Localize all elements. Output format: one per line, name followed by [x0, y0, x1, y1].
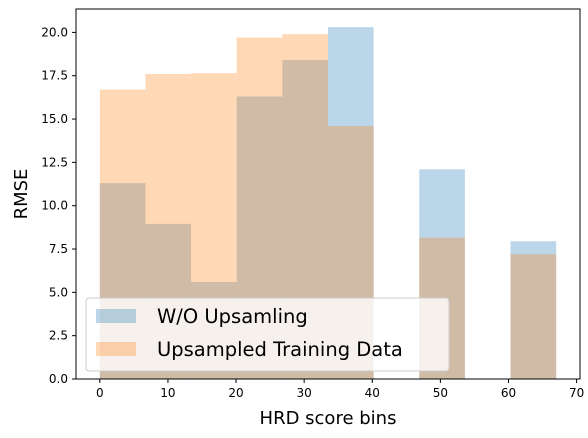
x-tick-label: 30: [297, 386, 312, 400]
legend-swatch-upsampled: [96, 342, 136, 356]
y-tick-label: 15.0: [41, 112, 68, 126]
legend-box: [85, 297, 450, 372]
x-tick-label: 20: [228, 386, 243, 400]
y-axis-label: RMSE: [11, 169, 32, 220]
y-tick-label: 0.0: [49, 372, 68, 386]
y-tick-label: 7.5: [49, 242, 68, 256]
y-tick-label: 2.5: [49, 329, 68, 343]
y-tick-label: 20.0: [41, 25, 68, 39]
y-tick-label: 5.0: [49, 285, 68, 299]
y-tick-label: 12.5: [41, 155, 68, 169]
legend-swatch-without-upsampling: [96, 309, 136, 323]
bar-upsampled-7: [510, 254, 557, 379]
x-tick-label: 0: [96, 386, 104, 400]
x-tick-label: 70: [569, 386, 584, 400]
y-tick-label: 10.0: [41, 199, 68, 213]
legend: W/O Upsamling Upsampled Training Data: [85, 297, 450, 372]
x-axis-label: HRD score bins: [260, 408, 397, 429]
x-tick-label: 60: [501, 386, 516, 400]
x-axis: 0 10 20 30 40 50 60 70: [96, 379, 584, 400]
legend-label-upsampled: Upsampled Training Data: [157, 338, 403, 361]
x-tick-label: 40: [365, 386, 380, 400]
x-tick-label: 50: [433, 386, 448, 400]
plot-frame: [75, 8, 581, 380]
bar-without-upsampling-7: [510, 241, 557, 379]
y-tick-label: 17.5: [41, 69, 68, 83]
y-axis: 0.0 2.5 5.0 7.5 10.0 12.5 15.0 17.5 20.0: [41, 25, 76, 386]
x-tick-label: 10: [160, 386, 175, 400]
legend-label-without-upsampling: W/O Upsamling: [157, 305, 308, 328]
